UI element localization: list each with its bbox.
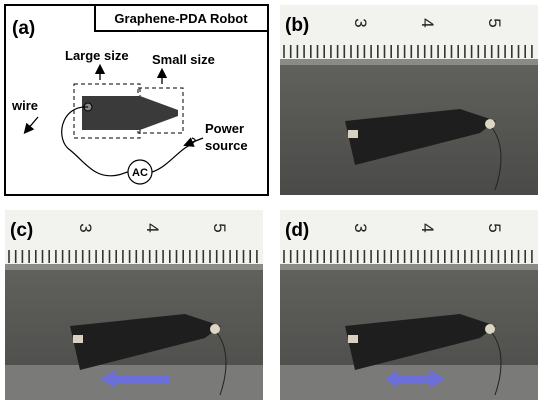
ruler-number: 5 <box>485 223 504 232</box>
panel-a: Graphene-PDA Robot (a) Large size Small … <box>5 5 268 195</box>
robot-contact <box>210 324 220 334</box>
robot-tag <box>348 130 358 138</box>
ruler-number: 4 <box>143 223 162 232</box>
panel-label: (c) <box>10 220 33 241</box>
panel-title: Graphene-PDA Robot <box>114 11 248 26</box>
ruler-number: 3 <box>76 223 95 232</box>
panel-label: (b) <box>285 15 309 36</box>
robot-tag <box>348 335 358 343</box>
photo-panel: 2345(c) <box>5 210 263 400</box>
ruler-edge <box>280 264 538 270</box>
ruler-number: 5 <box>485 18 504 27</box>
figure: Graphene-PDA Robot (a) Large size Small … <box>0 0 541 403</box>
panel-label: (a) <box>12 18 35 39</box>
photo-panel: 2345(b) <box>280 5 538 195</box>
ruler-edge <box>280 59 538 65</box>
photo-panel: 2345(d) <box>280 210 538 400</box>
ruler-number: 4 <box>418 223 437 232</box>
large-size-label: Large size <box>65 48 129 63</box>
power-label: Power <box>205 121 244 136</box>
ruler-edge <box>5 264 263 270</box>
robot-tag <box>73 335 83 343</box>
ruler-number: 5 <box>210 223 229 232</box>
robot-contact <box>485 119 495 129</box>
ac-label: AC <box>132 167 148 179</box>
panel-label: (d) <box>285 220 309 241</box>
ruler-number: 3 <box>351 18 370 27</box>
small-size-label: Small size <box>152 52 215 67</box>
ruler-number: 4 <box>418 18 437 27</box>
page: {"panel_a": {"label": "(a)", "title": "G… <box>0 0 541 403</box>
robot-contact <box>485 324 495 334</box>
source-label: source <box>205 138 248 153</box>
ruler-number: 3 <box>351 223 370 232</box>
wire-label: wire <box>11 98 38 113</box>
